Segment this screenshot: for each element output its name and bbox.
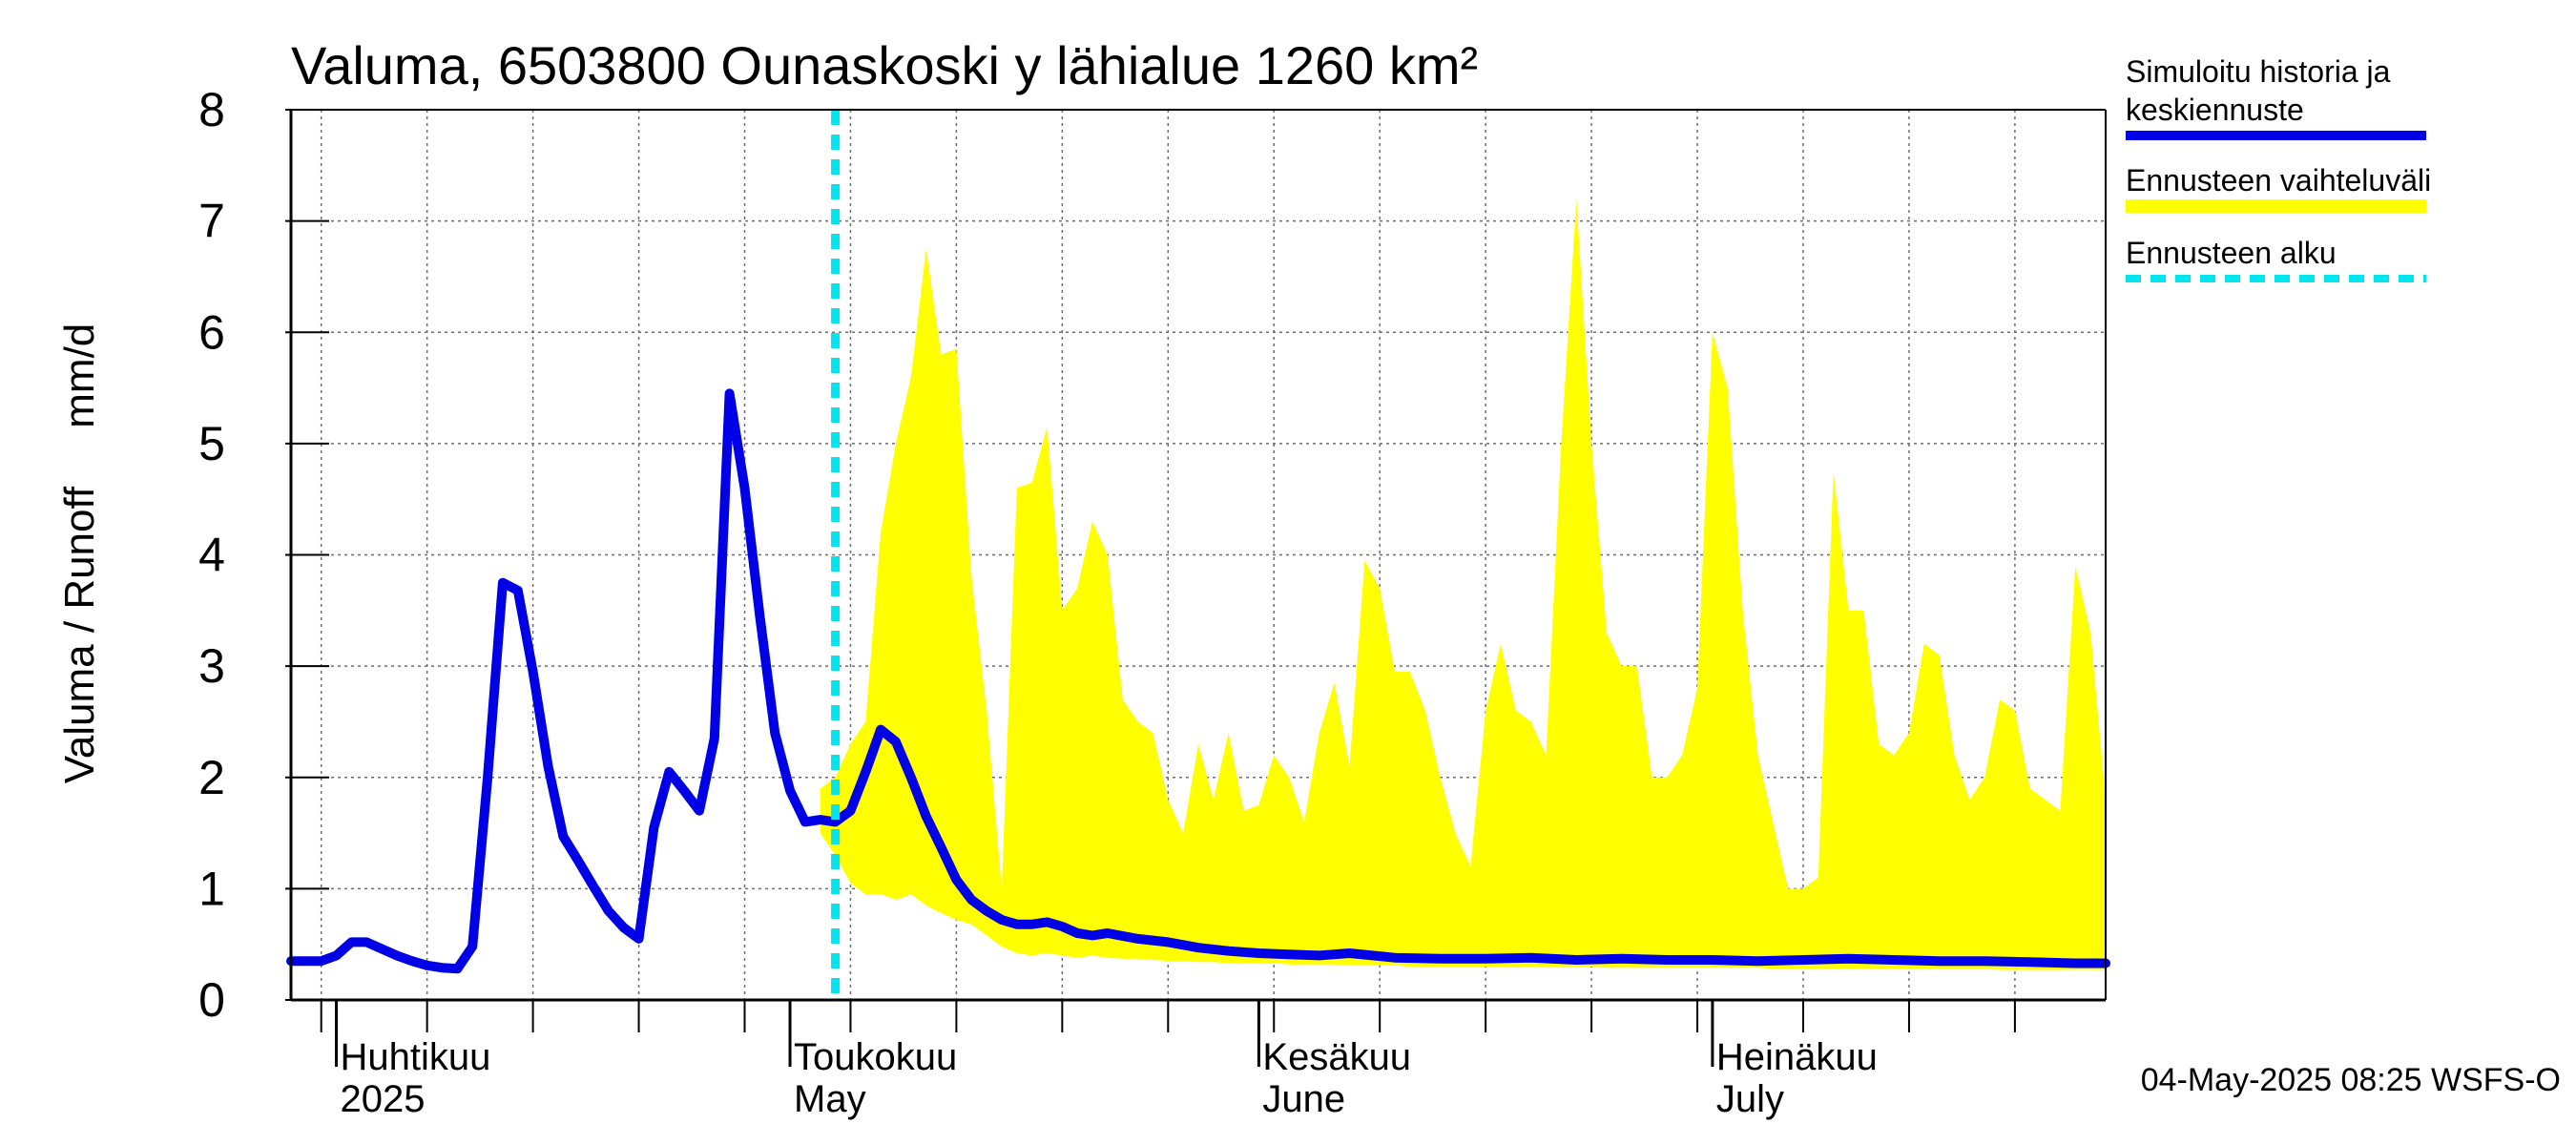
x-month-sublabel: May <box>794 1078 866 1120</box>
y-tick-label: 3 <box>198 639 225 693</box>
legend-label-history-line1: Simuloitu historia ja <box>2126 54 2391 89</box>
legend-label-range: Ennusteen vaihteluväli <box>2126 163 2431 198</box>
y-tick-label: 6 <box>198 305 225 359</box>
y-tick-label: 0 <box>198 973 225 1027</box>
x-month-sublabel: 2025 <box>341 1078 426 1120</box>
y-tick-label: 5 <box>198 417 225 470</box>
x-month-label: Huhtikuu <box>341 1036 491 1078</box>
history-mean-forecast-line <box>286 388 2110 974</box>
chart-title: Valuma, 6503800 Ounaskoski y lähialue 12… <box>291 35 1478 95</box>
legend: Simuloitu historia ja keskiennuste Ennus… <box>2126 54 2431 282</box>
legend-label-forecast-start: Ennusteen alku <box>2126 236 2337 270</box>
y-tick-label: 4 <box>198 529 225 582</box>
x-month-sublabel: June <box>1262 1078 1345 1120</box>
x-month-label: Heinäkuu <box>1716 1036 1878 1078</box>
simulated-history-line <box>286 388 2110 974</box>
forecast-range-area <box>820 198 2106 970</box>
footer-timestamp: 04-May-2025 08:25 WSFS-O <box>2141 1062 2561 1098</box>
forecast-range-band <box>820 198 2106 970</box>
y-tick-label: 2 <box>198 751 225 804</box>
axes <box>285 109 2107 1067</box>
y-tick-label: 1 <box>198 862 225 915</box>
y-tick-labels: 0 1 2 3 4 5 6 7 8 <box>198 83 225 1027</box>
x-month-label: Kesäkuu <box>1262 1036 1411 1078</box>
legend-label-history-line2: keskiennuste <box>2126 93 2304 127</box>
y-axis-label: Valuma / Runoff mm/d <box>56 323 103 784</box>
x-month-label: Toukokuu <box>794 1036 957 1078</box>
x-month-sublabel: July <box>1716 1078 1784 1120</box>
y-tick-label: 8 <box>198 83 225 136</box>
y-tick-label: 7 <box>198 195 225 248</box>
